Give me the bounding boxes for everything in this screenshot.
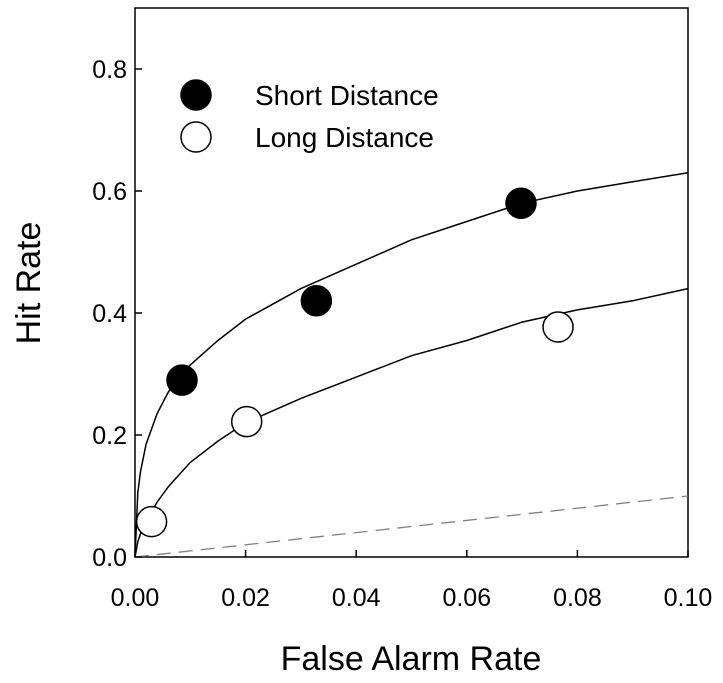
legend-label-1: Long Distance [255, 122, 434, 153]
data-point-series-0 [166, 364, 198, 396]
x-axis-ticks: 0.00 0.02 0.04 0.06 0.08 0.10 [111, 550, 713, 612]
x-tick-label: 0.02 [221, 584, 270, 612]
x-tick-label: 0.08 [553, 584, 602, 612]
data-point-series-0 [300, 285, 333, 317]
data-point-series-0 [505, 187, 537, 219]
data-points-layer [135, 187, 574, 538]
fit-curves-layer [134, 171, 689, 558]
fit-curve-series-1 [134, 287, 689, 558]
legend-marker-1 [180, 121, 212, 153]
legend-marker-0 [180, 79, 212, 111]
y-axis-title: Hit Rate [10, 222, 48, 345]
x-tick-label: 0.04 [332, 584, 381, 612]
y-tick-label: 0.2 [92, 422, 127, 450]
data-point-series-1 [230, 405, 263, 438]
plot-frame [134, 7, 689, 558]
x-tick-label: 0.10 [664, 584, 713, 612]
legend-label-0: Short Distance [255, 80, 439, 111]
y-tick-label: 0.4 [92, 300, 127, 328]
y-axis-ticks: 0.0 0.2 0.4 0.6 0.8 [92, 56, 142, 572]
data-point-series-1 [135, 505, 168, 538]
y-tick-label: 0.0 [92, 544, 127, 572]
legend: Short Distance Long Distance [180, 79, 439, 153]
y-tick-label: 0.6 [92, 178, 127, 206]
reference-layer [134, 495, 689, 558]
fit-curve-series-0 [134, 171, 689, 558]
data-point-series-1 [542, 311, 574, 343]
x-axis-title: False Alarm Rate [281, 640, 542, 678]
reference-diagonal-line [134, 495, 689, 558]
x-tick-label: 0.00 [111, 584, 160, 612]
x-tick-label: 0.06 [442, 584, 491, 612]
y-tick-label: 0.8 [92, 56, 127, 84]
